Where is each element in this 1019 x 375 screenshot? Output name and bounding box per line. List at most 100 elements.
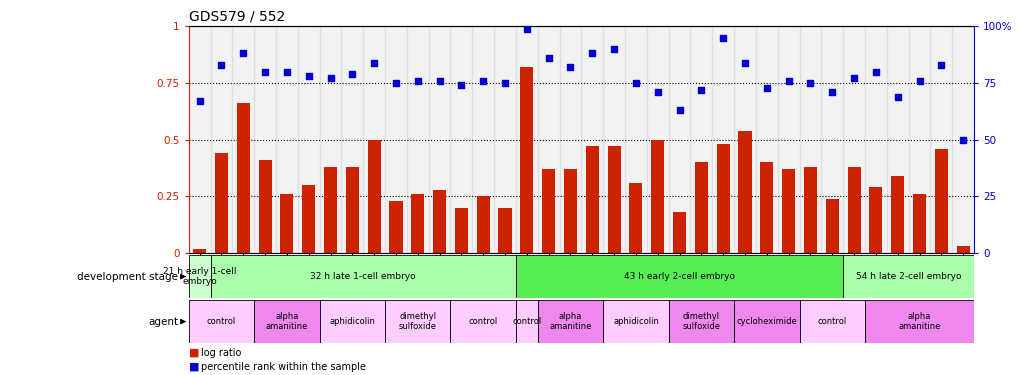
Text: 32 h late 1-cell embryo: 32 h late 1-cell embryo: [310, 272, 416, 281]
Bar: [864, 26, 886, 253]
Bar: [668, 300, 734, 343]
Bar: [516, 255, 843, 298]
Text: log ratio: log ratio: [201, 348, 242, 357]
Bar: [476, 196, 489, 253]
Bar: [302, 185, 315, 253]
Bar: [389, 201, 403, 253]
Bar: [956, 246, 969, 253]
Text: agent: agent: [148, 316, 178, 327]
Bar: [210, 255, 516, 298]
Bar: [646, 26, 668, 253]
Bar: [537, 26, 559, 253]
Bar: [450, 300, 516, 343]
Bar: [650, 140, 663, 253]
Bar: [516, 26, 537, 253]
Bar: [428, 26, 450, 253]
Text: 54 h late 2-cell embryo: 54 h late 2-cell embryo: [855, 272, 961, 281]
Bar: [280, 194, 293, 253]
Bar: [602, 300, 668, 343]
Bar: [298, 26, 319, 253]
Bar: [407, 26, 428, 253]
Point: [584, 51, 600, 57]
Point: [366, 60, 382, 66]
Bar: [433, 190, 445, 253]
Text: development stage: development stage: [77, 272, 178, 282]
Text: dimethyl
sulfoxide: dimethyl sulfoxide: [398, 312, 436, 331]
Bar: [690, 26, 711, 253]
Point: [431, 78, 447, 84]
Bar: [799, 300, 864, 343]
Bar: [319, 300, 385, 343]
Bar: [929, 26, 952, 253]
Bar: [258, 160, 271, 253]
Point: [845, 75, 861, 81]
Bar: [864, 300, 973, 343]
Bar: [542, 169, 554, 253]
Text: percentile rank within the sample: percentile rank within the sample: [201, 362, 366, 372]
Text: alpha
amanitine: alpha amanitine: [265, 312, 308, 331]
Point: [693, 87, 709, 93]
Point: [802, 80, 818, 86]
Bar: [734, 300, 799, 343]
Point: [758, 84, 774, 90]
Point: [780, 78, 796, 84]
Text: cycloheximide: cycloheximide: [736, 317, 797, 326]
Bar: [843, 26, 864, 253]
Point: [475, 78, 491, 84]
Bar: [891, 176, 904, 253]
Text: 21 h early 1-cell
embryo: 21 h early 1-cell embryo: [163, 267, 236, 286]
Bar: [215, 153, 228, 253]
Bar: [668, 26, 690, 253]
Bar: [193, 249, 206, 253]
Bar: [886, 26, 908, 253]
Bar: [843, 255, 973, 298]
Point: [823, 89, 840, 95]
Point: [452, 82, 469, 88]
Bar: [254, 300, 319, 343]
Bar: [367, 140, 380, 253]
Bar: [411, 194, 424, 253]
Bar: [799, 26, 820, 253]
Point: [867, 69, 883, 75]
Text: alpha
amanitine: alpha amanitine: [549, 312, 591, 331]
Bar: [847, 167, 860, 253]
Bar: [738, 130, 751, 253]
Bar: [498, 208, 512, 253]
Point: [213, 62, 229, 68]
Text: aphidicolin: aphidicolin: [612, 317, 658, 326]
Point: [736, 60, 752, 66]
Bar: [734, 26, 755, 253]
Point: [954, 137, 970, 143]
Bar: [345, 167, 359, 253]
Bar: [520, 67, 533, 253]
Text: control: control: [817, 317, 846, 326]
Bar: [585, 147, 598, 253]
Bar: [189, 255, 210, 298]
Bar: [912, 194, 925, 253]
Bar: [341, 26, 363, 253]
Point: [257, 69, 273, 75]
Bar: [319, 26, 341, 253]
Point: [540, 55, 556, 61]
Bar: [755, 26, 777, 253]
Bar: [276, 26, 298, 253]
Text: control: control: [207, 317, 235, 326]
Point: [387, 80, 404, 86]
Bar: [324, 167, 336, 253]
Point: [605, 46, 622, 52]
Bar: [607, 147, 620, 253]
Bar: [820, 26, 843, 253]
Bar: [189, 300, 254, 343]
Bar: [537, 300, 602, 343]
Bar: [934, 149, 947, 253]
Point: [649, 89, 665, 95]
Point: [301, 73, 317, 79]
Bar: [210, 26, 232, 253]
Bar: [385, 26, 407, 253]
Bar: [629, 183, 642, 253]
Bar: [472, 26, 493, 253]
Bar: [564, 169, 577, 253]
Bar: [825, 199, 838, 253]
Bar: [673, 212, 686, 253]
Bar: [189, 26, 210, 253]
